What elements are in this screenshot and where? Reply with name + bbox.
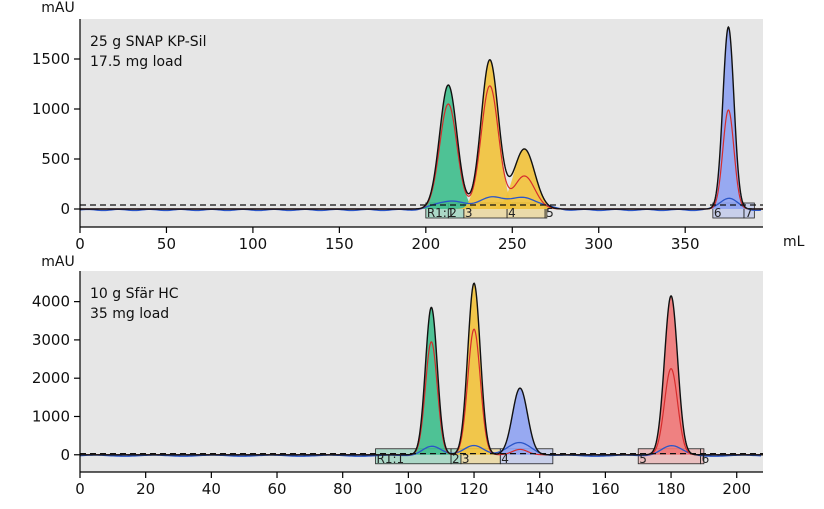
- chart-panel-1: R1:12 3 4 5 6 7 0 500 1000 1500 0 50 100 150 200 250 300…: [32, 0, 805, 253]
- y-tick-label-4: 1500: [32, 50, 70, 68]
- main-trace: [80, 282, 763, 456]
- peak-fill-4: [638, 295, 704, 455]
- x-tick-label-10: 180: [657, 480, 686, 498]
- x-tick-label-3: 40: [202, 480, 221, 498]
- x-tick-label-6: 250: [498, 235, 527, 253]
- plot-area: [80, 19, 763, 227]
- x-tick-label-4: 150: [325, 235, 354, 253]
- annotation-2: 17.5 mg load: [90, 54, 183, 70]
- y-tick-label-2: 500: [41, 150, 70, 168]
- y-axis-label: mAU: [41, 0, 74, 16]
- peak-fill-3: [482, 388, 558, 455]
- y-axis-label: mAU: [41, 254, 74, 270]
- fraction-label-3: 3: [462, 452, 470, 466]
- main-trace: [80, 25, 763, 210]
- x-tick-label-2: 20: [136, 480, 155, 498]
- fraction-label-3: 3: [465, 206, 473, 220]
- annotation-2: 35 mg load: [90, 306, 169, 322]
- peak-fill-4: [700, 27, 756, 210]
- x-tick-label-1: 0: [75, 480, 85, 498]
- x-tick-label-6: 100: [394, 480, 423, 498]
- fraction-label-1: R1:1: [377, 452, 405, 466]
- fraction-label-6: 6: [714, 206, 722, 220]
- y-tick-label-2: 1000: [32, 407, 70, 425]
- x-tick-label-5: 200: [412, 235, 441, 253]
- x-tick-label-4: 60: [267, 480, 286, 498]
- fraction-label-2: 2: [452, 452, 460, 466]
- fraction-label-4: 4: [508, 206, 516, 220]
- y-tick-label-3: 1000: [32, 100, 70, 118]
- x-tick-label-8: 140: [525, 480, 554, 498]
- fraction-label-6: 6: [702, 452, 710, 466]
- x-tick-label-5: 80: [333, 480, 352, 498]
- peak-fill-2: [446, 60, 533, 209]
- peak-fill-1: [405, 85, 492, 209]
- x-tick-label-7: 120: [460, 480, 489, 498]
- fraction-label-5: 5: [546, 206, 554, 220]
- fraction-label-5: 5: [639, 452, 647, 466]
- annotation-1: 25 g SNAP KP-Sil: [90, 34, 206, 50]
- y-tick-label-4: 3000: [32, 331, 70, 349]
- x-tick-label-2: 50: [157, 235, 176, 253]
- y-tick-label-1: 0: [60, 446, 70, 464]
- peak-fill-2: [442, 283, 505, 455]
- y-tick-label-3: 2000: [32, 369, 70, 387]
- fraction-label-7: 7: [745, 206, 753, 220]
- peak-fill-1: [401, 307, 461, 455]
- fraction-label-1: R1:1: [427, 206, 455, 220]
- x-tick-label-1: 0: [75, 235, 85, 253]
- x-tick-label-9: 160: [591, 480, 620, 498]
- x-tick-label-7: 300: [584, 235, 613, 253]
- fraction-label-2: 2: [449, 206, 457, 220]
- annotation-1: 10 g Sfär HC: [90, 286, 179, 302]
- x-tick-label-3: 100: [239, 235, 268, 253]
- x-tick-label-11: 200: [722, 480, 751, 498]
- y-tick-label-5: 4000: [32, 293, 70, 311]
- peak-fill-3: [472, 149, 576, 209]
- fraction-label-4: 4: [501, 452, 509, 466]
- uv-trace: [79, 441, 762, 457]
- x-axis-label: mL: [783, 234, 805, 250]
- x-tick-label-8: 350: [671, 235, 700, 253]
- y-tick-label-1: 0: [60, 200, 70, 218]
